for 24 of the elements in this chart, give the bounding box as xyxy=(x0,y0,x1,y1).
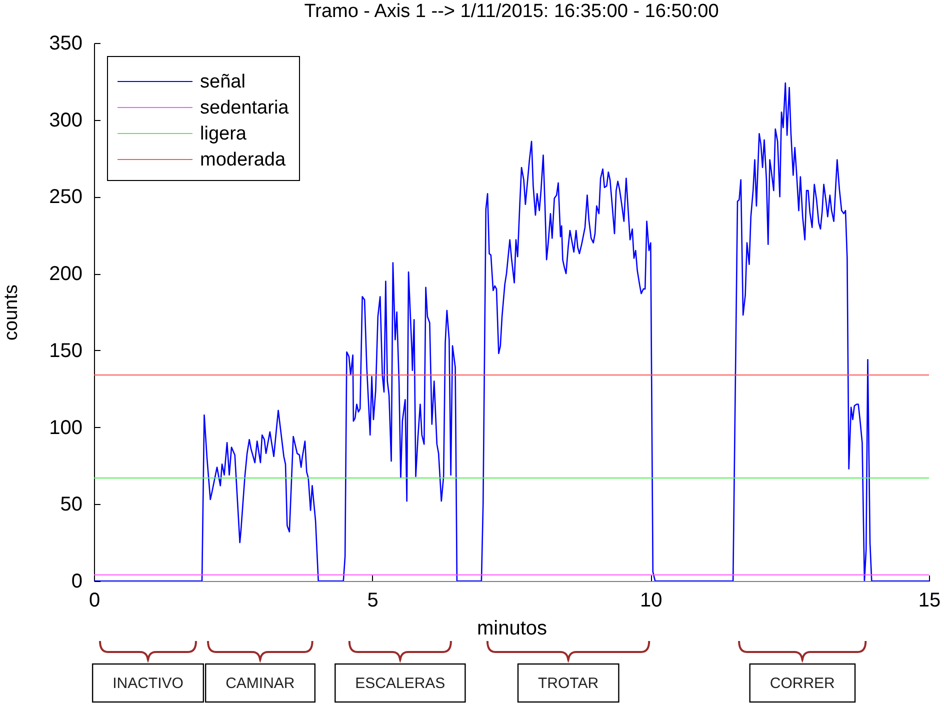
y-tick-label: 0 xyxy=(71,570,82,592)
y-axis-title: counts xyxy=(1,284,22,340)
text: ESCALERAS xyxy=(355,675,446,692)
x-tick-label: 10 xyxy=(640,590,662,612)
y-tick-label: 50 xyxy=(60,494,82,516)
legend-label: ligera xyxy=(200,124,247,144)
legend-label: señal xyxy=(200,72,246,92)
x-axis-title: minutos xyxy=(476,618,548,640)
x-tick-label: 0 xyxy=(88,590,100,612)
y-tick-label: 100 xyxy=(49,416,82,439)
x-tick-label: 15 xyxy=(918,590,941,612)
text: CORRER xyxy=(770,675,836,692)
y-tick-label: 150 xyxy=(49,340,82,362)
y-tick-label: 250 xyxy=(49,186,82,208)
text: CAMINAR xyxy=(226,675,295,692)
x-tick-label: 5 xyxy=(367,590,378,612)
y-tick-label: 200 xyxy=(49,263,82,286)
y-tick-label: 300 xyxy=(49,109,82,132)
legend-label: sedentaria xyxy=(200,98,290,118)
text: TROTAR xyxy=(538,675,599,692)
chart-title: Tramo - Axis 1 --> 1/11/2015: 16:35:00 - 16:50:00 xyxy=(304,1,719,22)
text: INACTIVO xyxy=(112,675,184,692)
y-tick-label: 350 xyxy=(49,32,82,54)
legend-label: moderada xyxy=(200,150,286,170)
